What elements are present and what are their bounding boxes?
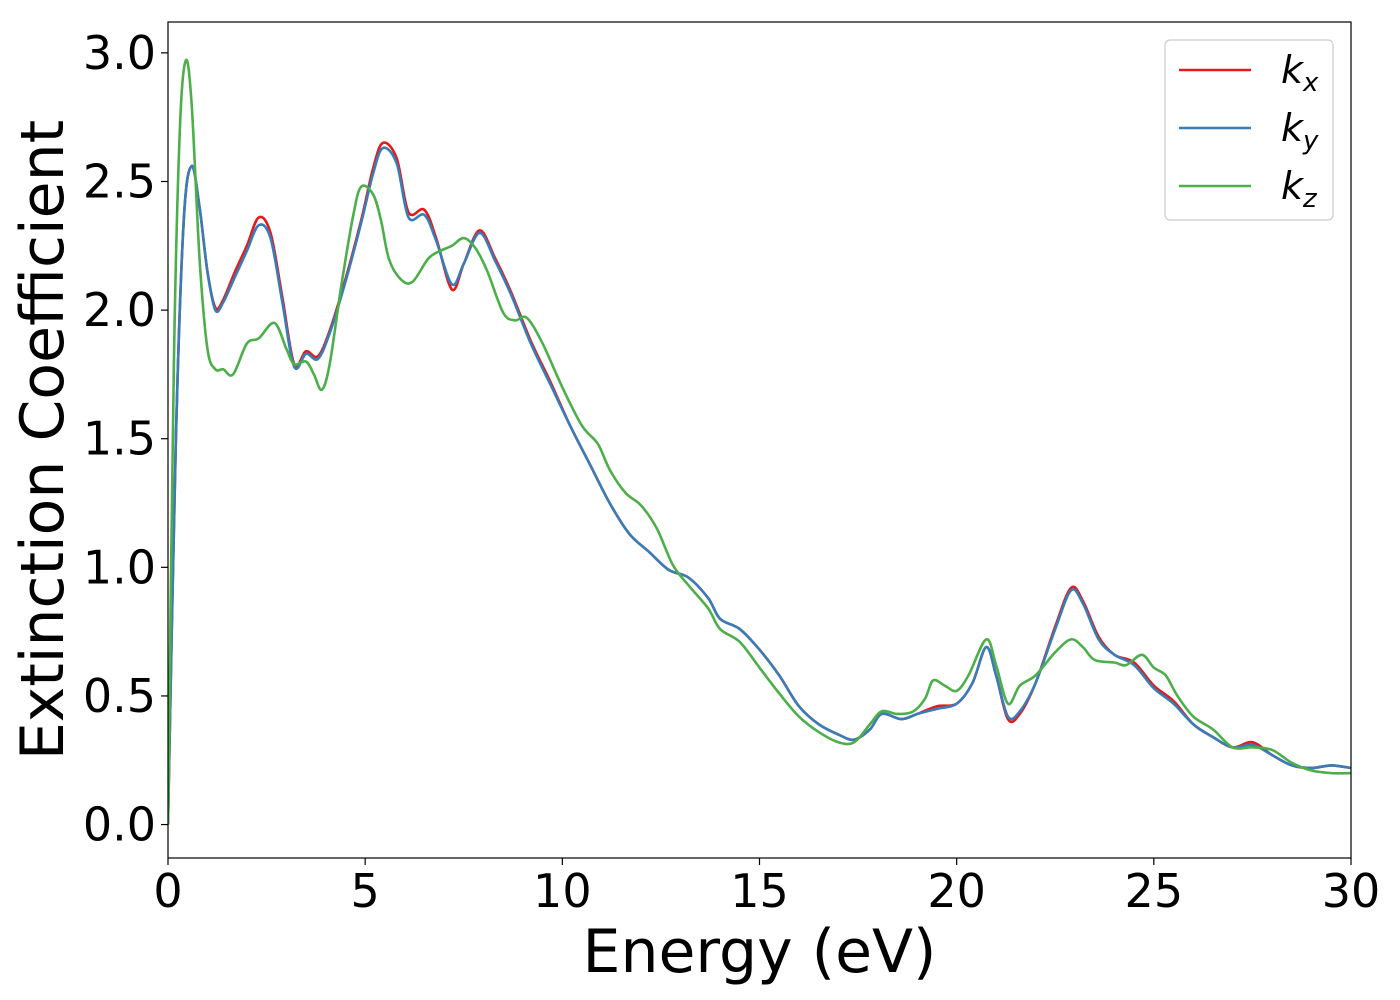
legend-label-ky: ky xyxy=(1281,106,1319,156)
x-tick-label: 30 xyxy=(1322,864,1381,918)
y-tick-label: 0.0 xyxy=(83,798,156,852)
legend-label-kx: kx xyxy=(1281,48,1319,98)
x-axis-label: Energy (eV) xyxy=(583,917,937,987)
x-tick-label: 5 xyxy=(351,864,380,918)
plot-lines xyxy=(168,58,1351,825)
y-axis-label: Extinction Coefficient xyxy=(8,120,78,760)
x-tick-label: 20 xyxy=(927,864,986,918)
y-tick-label: 1.5 xyxy=(83,412,156,466)
y-tick-label: 1.0 xyxy=(83,540,156,594)
x-tick-label: 0 xyxy=(153,864,182,918)
x-tick-label: 25 xyxy=(1125,864,1184,918)
x-axis-ticks: 0 5 10 15 20 25 30 xyxy=(153,858,1380,918)
x-tick-label: 10 xyxy=(533,864,592,918)
series-line-kz xyxy=(168,58,1351,825)
x-tick-label: 15 xyxy=(730,864,789,918)
series-line-kx xyxy=(168,141,1351,825)
y-axis-ticks: 0.0 0.5 1.0 1.5 2.0 2.5 3.0 xyxy=(83,26,168,852)
y-tick-label: 2.5 xyxy=(83,154,156,208)
y-tick-label: 3.0 xyxy=(83,26,156,80)
y-tick-label: 2.0 xyxy=(83,283,156,337)
y-tick-label: 0.5 xyxy=(83,669,156,723)
legend-label-kz: kz xyxy=(1281,164,1318,214)
series-line-ky xyxy=(168,146,1351,825)
legend-box xyxy=(1164,39,1334,221)
legend: kx ky kz xyxy=(1164,39,1334,221)
